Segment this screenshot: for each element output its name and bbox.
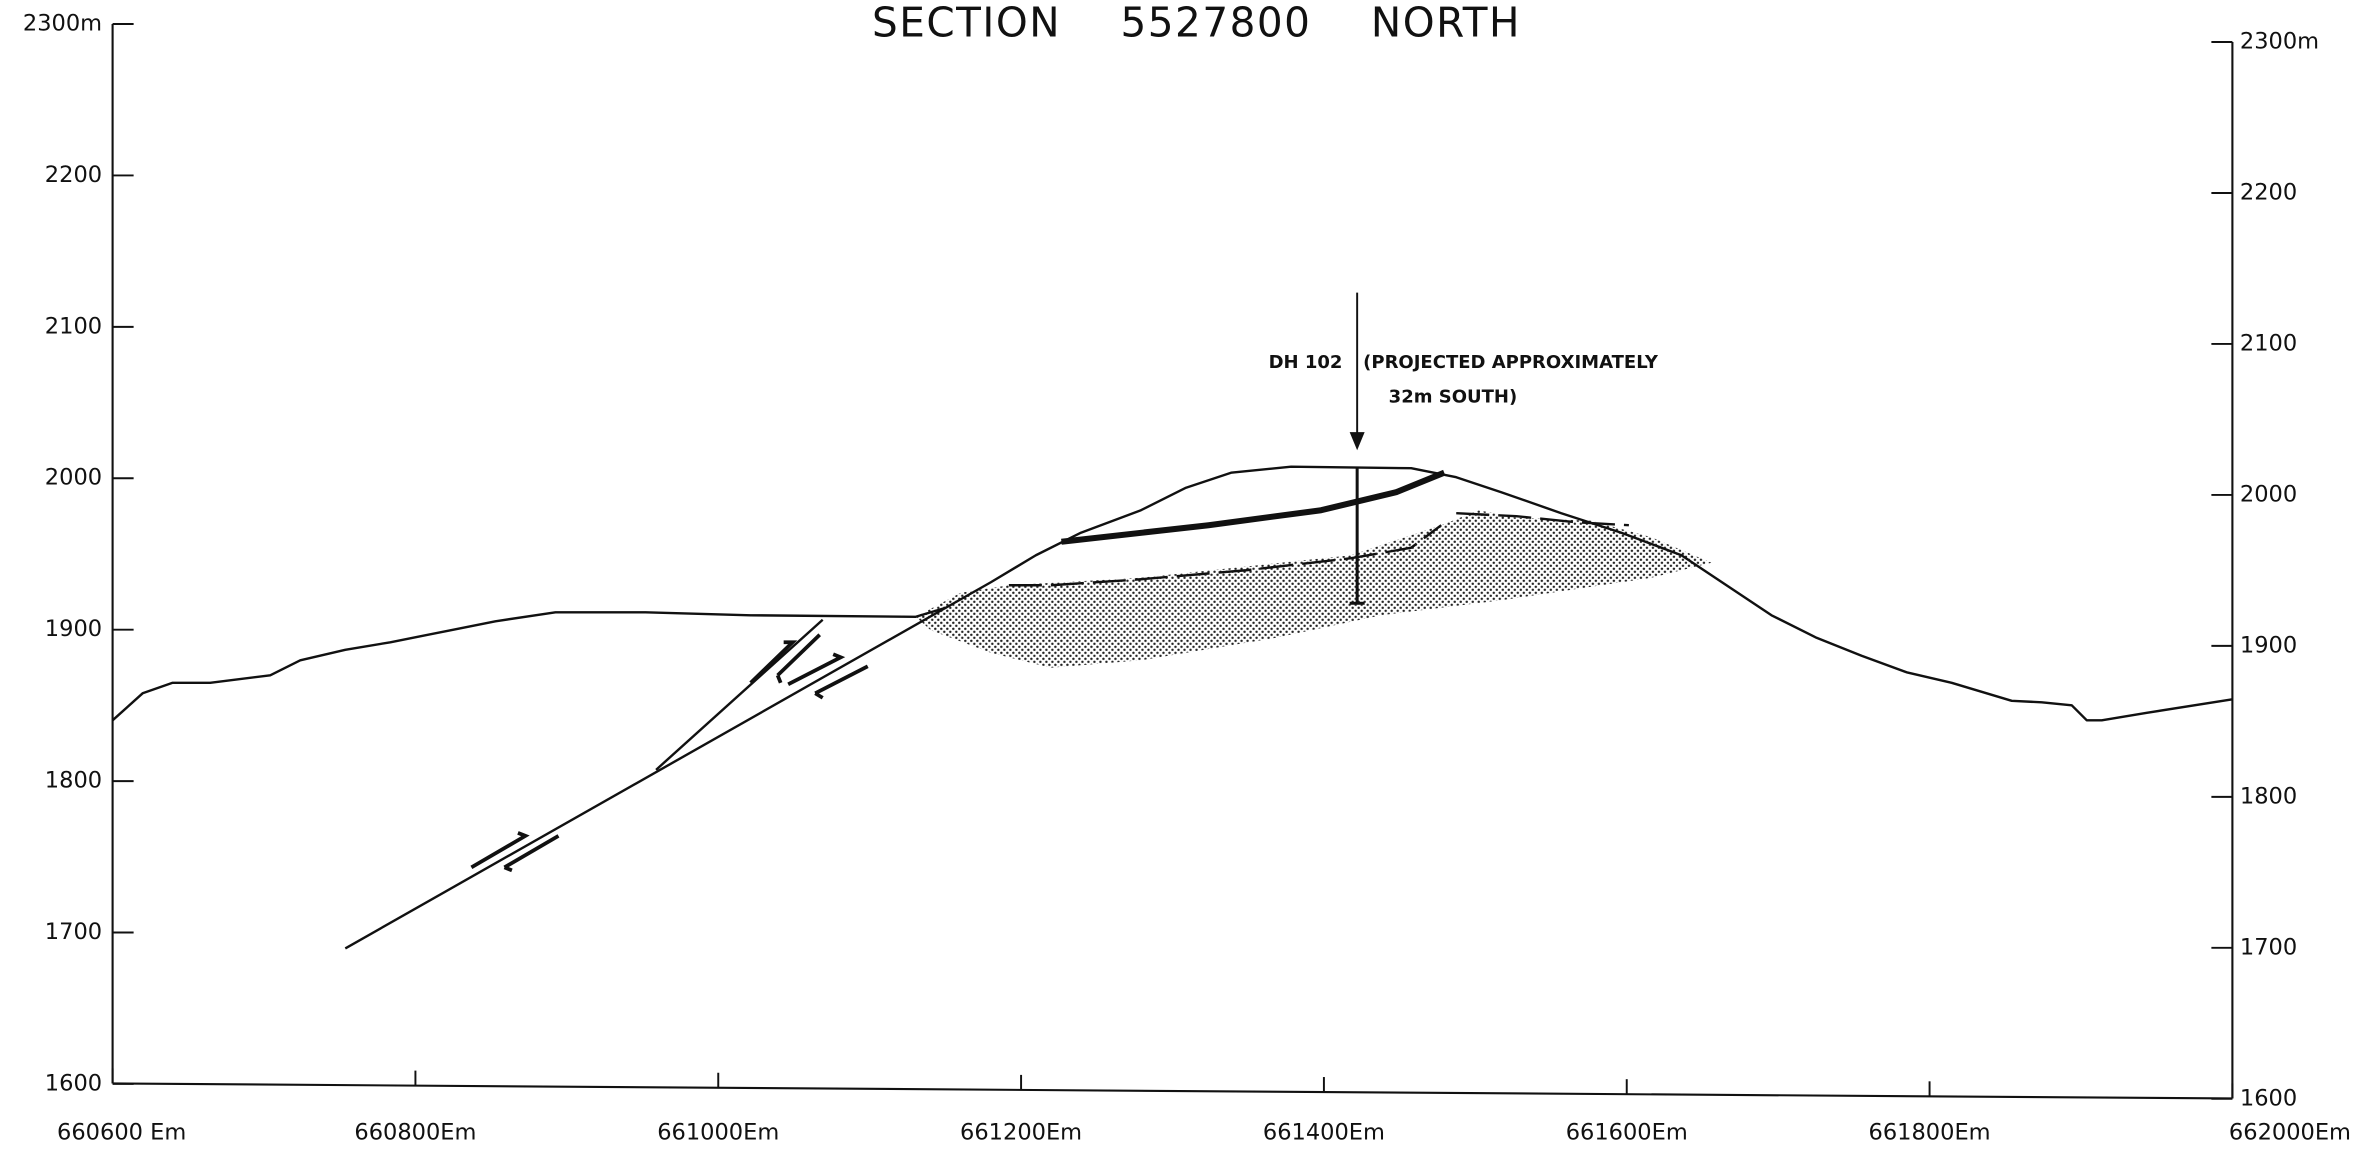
hole-label: DH 102 — [1269, 352, 1343, 373]
note-line: 32m SOUTH) — [1389, 387, 1518, 408]
right-axis-label: 2200 — [2240, 179, 2297, 205]
fault — [656, 620, 823, 770]
bottom-axis-label: 661800Em — [1869, 1119, 1991, 1145]
bottom-axis-label: 661200Em — [960, 1119, 1082, 1145]
title: SECTION 5527800 NORTH — [872, 0, 1521, 47]
right-axis-label: 1600 — [2240, 1085, 2297, 1111]
left-axis-label: 2300m — [23, 11, 102, 37]
left-axis-label: 1800 — [45, 768, 102, 794]
bottom-axis — [113, 1083, 2233, 1098]
left-axis-label: 1900 — [45, 616, 102, 642]
bottom-axis-label: 662000Em — [2229, 1119, 2351, 1145]
right-axis-label: 1800 — [2240, 783, 2297, 809]
left-axis-label: 1700 — [45, 919, 102, 945]
left-axis-label: 2100 — [45, 313, 102, 339]
cross-section: SECTION 5527800 NORTH DH 102 (PROJECTED … — [0, 0, 2354, 1157]
arrow-head — [1350, 432, 1365, 450]
right-axis-label: 2300m — [2240, 29, 2319, 55]
bottom-axis-label: 661000Em — [657, 1119, 779, 1145]
fault-arrows — [471, 635, 867, 871]
bottom-axis-label: 660800Em — [354, 1119, 476, 1145]
note-line: (PROJECTED APPROXIMATELY — [1363, 352, 1659, 373]
left-axis-label: 2200 — [45, 162, 102, 188]
right-axis-label: 2000 — [2240, 481, 2297, 507]
bottom-axis-label: 661400Em — [1263, 1119, 1385, 1145]
fault — [345, 608, 946, 949]
dotted-zone — [916, 510, 1712, 668]
right-axis-label: 1700 — [2240, 934, 2297, 960]
bottom-axis-label: 660600 Em — [57, 1119, 186, 1145]
right-axis-label: 2100 — [2240, 330, 2297, 356]
thick-bed — [1061, 473, 1444, 542]
bottom-axis-label: 661600Em — [1566, 1119, 1688, 1145]
right-axis-label: 1900 — [2240, 632, 2297, 658]
left-axis-label: 2000 — [45, 465, 102, 491]
left-axis-label: 1600 — [45, 1070, 102, 1096]
